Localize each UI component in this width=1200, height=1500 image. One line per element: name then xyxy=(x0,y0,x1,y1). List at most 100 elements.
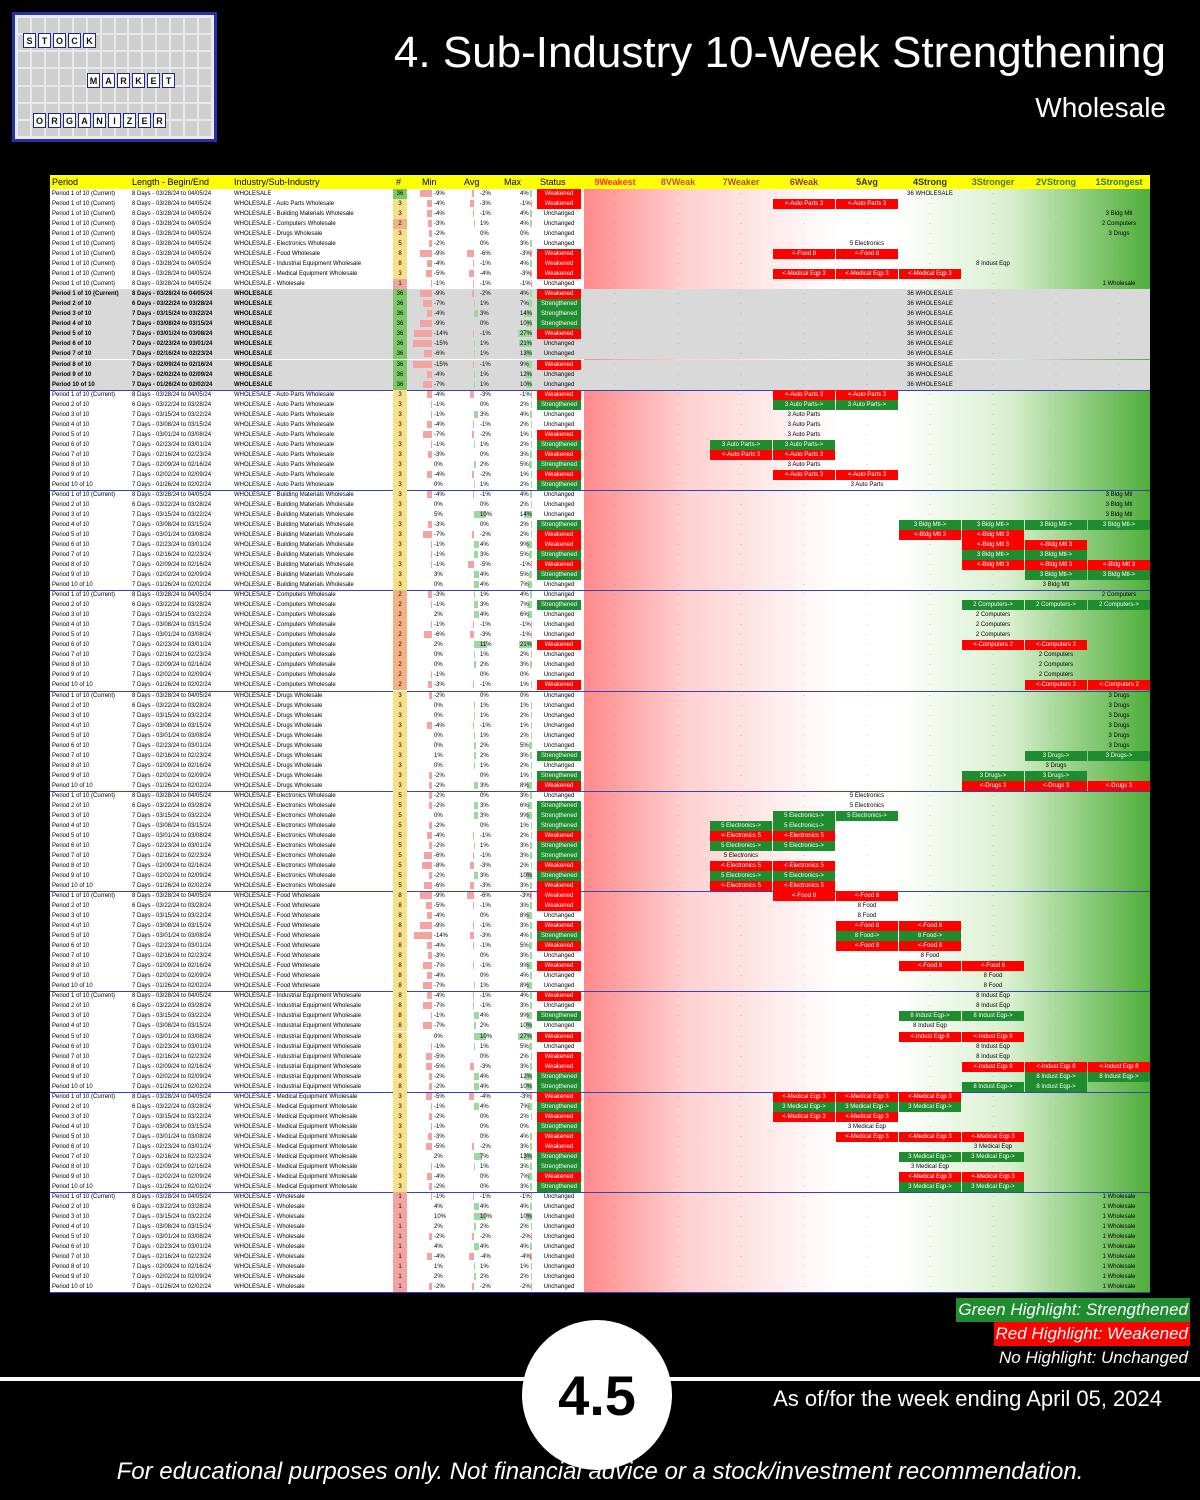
level-dot: · xyxy=(866,692,868,699)
cell-length: 7 Days - 02/02/24 to 02/09/24 xyxy=(132,1173,212,1180)
cell-period: Period 8 of 10 xyxy=(52,762,90,769)
level-dot: · xyxy=(1055,241,1057,248)
level-dot: · xyxy=(1118,1023,1120,1030)
table-row: Period 10 of 10 7 Days - 01/26/24 to 02/0… xyxy=(50,1081,1150,1092)
cell-length: 7 Days - 02/09/24 to 02/16/24 xyxy=(132,1264,212,1271)
level-dot: · xyxy=(803,1133,805,1140)
table-row: Period 5 of 10 7 Days - 03/01/24 to 03/08… xyxy=(50,630,1150,641)
level-dot: · xyxy=(677,983,679,990)
cell-count: 2 xyxy=(393,680,407,691)
cell-industry: WHOLESALE - Building Materials Wholesale xyxy=(234,552,354,559)
cell-avg: 0% xyxy=(480,1133,489,1140)
level-dot: · xyxy=(929,562,931,569)
cell-length: 7 Days - 03/15/24 to 03/22/24 xyxy=(132,612,212,619)
avg-bar xyxy=(474,581,479,589)
avg-bar xyxy=(474,1042,476,1050)
avg-bar xyxy=(474,541,479,549)
max-bar xyxy=(527,982,532,990)
cell-max: 14% xyxy=(520,311,533,318)
cell-period: Period 3 of 10 xyxy=(52,1113,90,1120)
level-dot: · xyxy=(1055,511,1057,518)
avg-bar xyxy=(474,350,476,358)
level-dot: · xyxy=(1118,321,1120,328)
table-row: Period 1 of 10 (Current) 8 Days - 03/28/2… xyxy=(50,991,1150,1002)
cell-length: 7 Days - 03/01/24 to 03/08/24 xyxy=(132,1133,212,1140)
level-label: 36 WHOLESALE xyxy=(907,361,953,368)
table-row: Period 2 of 10 6 Days - 03/22/24 to 03/28… xyxy=(50,499,1150,510)
min-bar xyxy=(429,240,432,248)
level-dot: · xyxy=(866,1053,868,1060)
max-bar xyxy=(526,1022,532,1030)
cell-industry: WHOLESALE - Computers Wholesale xyxy=(234,642,336,649)
cell-min: -2% xyxy=(434,692,445,699)
min-bar xyxy=(425,1062,432,1070)
level-dot: · xyxy=(677,1033,679,1040)
cell-industry: WHOLESALE - Computers Wholesale xyxy=(234,672,336,679)
cell-period: Period 4 of 10 xyxy=(52,923,90,930)
level-dot: · xyxy=(929,1043,931,1050)
level-label: <-Medical Eqp 3 xyxy=(899,1091,961,1102)
level-dot: · xyxy=(614,1073,616,1080)
level-dot: · xyxy=(1118,973,1120,980)
cell-max: 1% xyxy=(520,1264,529,1271)
cell-period: Period 7 of 10 xyxy=(52,953,90,960)
level-dot: · xyxy=(992,1204,994,1211)
max-bar xyxy=(526,1012,532,1020)
cell-period: Period 6 of 10 xyxy=(52,542,90,549)
level-dot: · xyxy=(1118,461,1120,468)
cell-count: 8 xyxy=(393,1031,407,1042)
level-dot: · xyxy=(1055,632,1057,639)
status-badge: Weakened xyxy=(537,530,581,541)
min-bar xyxy=(426,1172,432,1180)
max-bar xyxy=(526,1082,532,1090)
cell-period: Period 5 of 10 xyxy=(52,331,92,338)
level-label: <-Computers 2 xyxy=(1025,680,1087,691)
level-dot: · xyxy=(803,903,805,910)
level-dot: · xyxy=(1118,1083,1120,1090)
level-dot: · xyxy=(866,1194,868,1200)
page-title: 4. Sub-Industry 10-Week Strengthening xyxy=(393,28,1166,77)
cell-period: Period 4 of 10 xyxy=(52,822,90,829)
cell-avg: 4% xyxy=(480,582,489,589)
status-badge: Weakened xyxy=(537,329,581,340)
cell-length: 7 Days - 03/08/24 to 03/15/24 xyxy=(132,923,212,930)
level-dot: · xyxy=(1118,251,1120,258)
level-label: 8 Indust Eqp xyxy=(976,1003,1010,1010)
level-dot: · xyxy=(614,1003,616,1010)
level-dot: · xyxy=(866,772,868,779)
avg-bar xyxy=(474,571,479,579)
avg-bar xyxy=(474,651,476,659)
min-bar xyxy=(429,781,432,789)
cell-industry: WHOLESALE - Wholesale xyxy=(234,1204,305,1211)
cell-avg: -3% xyxy=(480,863,491,869)
max-bar xyxy=(523,510,532,518)
level-dot: · xyxy=(866,973,868,980)
min-bar xyxy=(426,210,432,218)
level-dot: · xyxy=(740,1143,742,1150)
cell-count: 3 xyxy=(393,209,407,220)
level-label: 3 Medical Eqp xyxy=(910,1163,950,1170)
level-dot: · xyxy=(803,802,805,809)
level-dot: · xyxy=(1118,1244,1120,1251)
table-row: Period 1 of 10 (Current) 8 Days - 03/28/2… xyxy=(50,590,1150,601)
cell-industry: WHOLESALE - Auto Parts Wholesale xyxy=(234,441,335,448)
level-dot: · xyxy=(929,321,931,328)
level-dot: · xyxy=(1055,1113,1057,1120)
status-badge: Unchanged xyxy=(543,702,575,709)
level-dot: · xyxy=(929,351,931,358)
min-bar xyxy=(425,270,432,278)
level-label: 2 Computers xyxy=(975,612,1011,619)
max-bar xyxy=(530,250,532,258)
level-dot: · xyxy=(929,913,931,920)
cell-count: 2 xyxy=(393,670,407,681)
level-dot: · xyxy=(992,832,994,839)
cell-avg: -2% xyxy=(480,1234,491,1241)
cell-count: 3 xyxy=(393,389,407,400)
cell-period: Period 8 of 10 xyxy=(52,1063,90,1070)
level-dot: · xyxy=(614,331,616,338)
cell-max: 8% xyxy=(520,913,529,920)
level-dot: · xyxy=(1118,391,1120,398)
cell-length: 7 Days - 02/09/24 to 02/16/24 xyxy=(132,863,212,869)
level-dot: · xyxy=(992,953,994,960)
max-bar xyxy=(526,1213,532,1221)
